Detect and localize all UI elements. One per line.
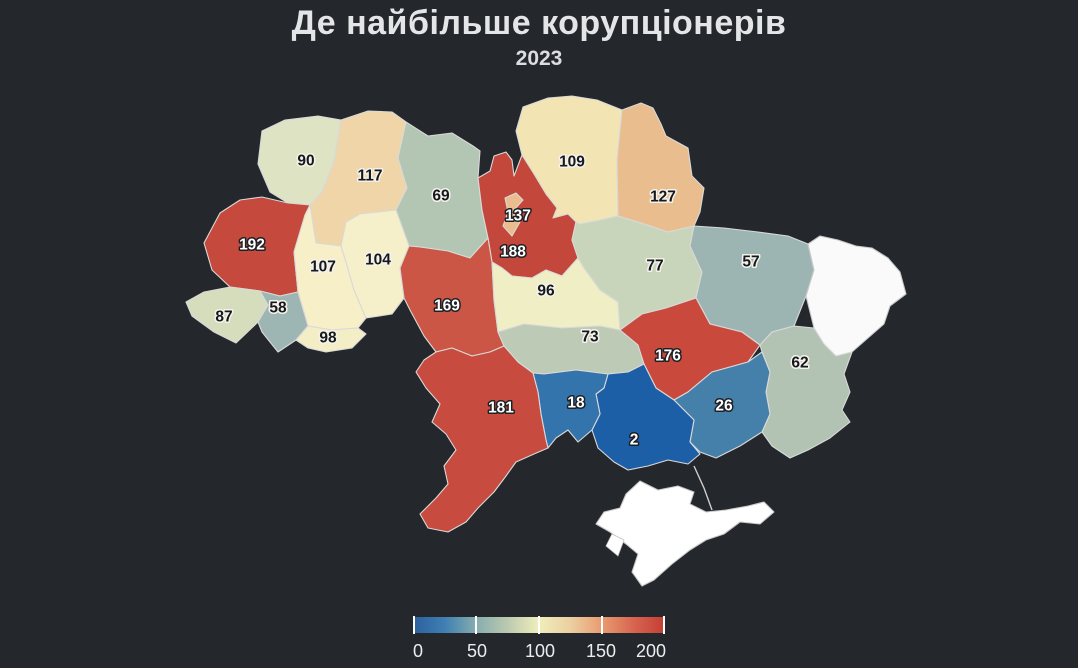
label-vinnytsia: 169	[434, 298, 460, 315]
region-sevastopol[interactable]	[605, 533, 625, 557]
label-donetsk: 62	[791, 355, 808, 372]
label-kirovohrad: 73	[581, 329, 599, 346]
label-kyiv-city: 137	[505, 208, 531, 225]
label-cherkasy: 96	[537, 283, 555, 300]
label-kyiv-oblast: 188	[500, 244, 526, 261]
region-chernivtsi[interactable]	[295, 325, 367, 353]
tick-label-150: 150	[585, 641, 617, 661]
region-luhansk[interactable]	[805, 235, 907, 357]
label-dnipro: 176	[655, 348, 681, 365]
colorbar-gradient	[413, 616, 665, 634]
label-mykolaiv: 18	[567, 395, 585, 412]
colorbar-tick-50	[475, 616, 477, 634]
tick-label-50: 50	[466, 641, 488, 661]
region-kyiv-city[interactable]	[502, 192, 524, 237]
tick-label-100: 100	[524, 641, 556, 661]
label-ternopil: 107	[310, 259, 336, 276]
label-khmelnytskyi: 104	[365, 252, 391, 269]
page-subtitle: 2023	[515, 47, 563, 70]
label-lviv: 192	[239, 237, 265, 254]
region-crimea[interactable]	[595, 480, 775, 587]
label-zaporizhzhia: 26	[715, 398, 733, 415]
label-volyn: 90	[297, 153, 314, 170]
label-poltava: 77	[646, 258, 663, 275]
colorbar-tick-100	[538, 616, 540, 634]
arabat-spit	[693, 465, 713, 511]
label-kherson: 2	[630, 432, 639, 449]
header: Де найбільше корупціонерів 2023	[0, 0, 1078, 71]
region-ivano-frankivsk[interactable]	[257, 290, 309, 353]
colorbar-tick-labels: 0 50 100 150 200	[412, 641, 667, 663]
colorbar-legend: 0 50 100 150 200	[412, 616, 667, 663]
tick-label-0: 0	[412, 641, 424, 661]
tick-label-200: 200	[635, 641, 667, 661]
region-odesa[interactable]	[415, 345, 549, 533]
label-kharkiv: 57	[742, 254, 759, 271]
region-sumy[interactable]	[616, 102, 705, 233]
label-zakarpattia: 87	[215, 309, 232, 326]
label-zhytomyr: 69	[432, 188, 450, 205]
page-title: Де найбільше корупціонерів	[291, 4, 787, 42]
label-chernivtsi: 98	[319, 330, 337, 347]
label-ivano-frankivsk: 58	[269, 300, 287, 317]
label-odesa: 181	[488, 400, 514, 417]
colorbar-tick-200	[663, 616, 665, 634]
colorbar-tick-0	[413, 616, 415, 634]
label-rivne: 117	[357, 168, 382, 185]
colorbar-tick-150	[601, 616, 603, 634]
region-khmelnytskyi[interactable]	[340, 209, 410, 319]
label-chernihiv: 109	[559, 154, 585, 171]
label-sumy: 127	[650, 189, 676, 206]
